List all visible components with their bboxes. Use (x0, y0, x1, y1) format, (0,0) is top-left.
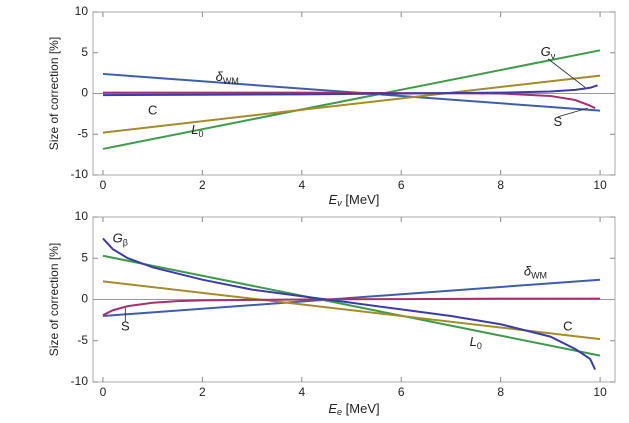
y-tick-label: 5 (81, 45, 88, 59)
y-tick-label: -10 (71, 374, 89, 388)
x-tick-label: 4 (298, 178, 305, 192)
x-tick-label: 2 (199, 178, 206, 192)
y-tick-label: -10 (71, 167, 89, 181)
x-axis-label: Ee [MeV] (328, 401, 379, 417)
series-label-main: S (553, 114, 562, 129)
y-tick-label: -5 (77, 126, 88, 140)
series-label-main: L (470, 335, 477, 350)
series-label-sub: 0 (477, 342, 482, 352)
series-label-main: δ (216, 69, 224, 84)
y-axis-label: Size of correction [%] (47, 37, 61, 150)
series-label: L0 (191, 122, 203, 139)
series-label-sub: WM (531, 271, 547, 281)
leader-line (557, 107, 588, 118)
line (102, 254, 601, 357)
series-label-sub: 0 (199, 129, 204, 139)
x-tick-label: 6 (398, 178, 405, 192)
series-label-main: C (148, 103, 157, 118)
line (102, 237, 597, 371)
x-tick-label: 10 (593, 178, 607, 192)
x-tick-label: 0 (100, 385, 107, 399)
x-axis-label-main: E (328, 401, 337, 416)
x-tick-label: 8 (497, 178, 504, 192)
series-label-main: C (563, 319, 572, 334)
line (102, 84, 598, 97)
x-tick-label: 0 (100, 178, 107, 192)
line (102, 278, 601, 317)
series-label-sub: ν (551, 51, 556, 61)
y-tick-label: 5 (81, 250, 88, 264)
series-label: δWM (524, 264, 547, 281)
series-label-sub: β (123, 238, 128, 248)
leader-line (547, 58, 586, 88)
series-label-main: G (113, 231, 123, 246)
x-axis-label-main: E (329, 192, 338, 207)
series-label-main: S (121, 319, 130, 334)
line (102, 280, 601, 341)
series-label: C (563, 319, 572, 334)
line (102, 49, 601, 150)
series-label: L0 (470, 335, 482, 352)
x-tick-label: 8 (497, 385, 504, 399)
x-tick-label: 10 (593, 385, 607, 399)
y-tick-label: 10 (75, 4, 89, 18)
series-label-main: L (191, 122, 198, 137)
x-tick-label: 6 (398, 385, 405, 399)
x-axis-label-unit: [MeV] (342, 401, 380, 416)
y-tick-label: 0 (81, 86, 88, 100)
series-label-main: δ (524, 264, 532, 279)
line (102, 74, 601, 134)
series-label-sub: WM (223, 76, 239, 86)
y-axis-label: Size of correction [%] (47, 243, 61, 356)
line (102, 297, 601, 317)
x-axis-label-unit: [MeV] (342, 192, 380, 207)
series-label: δWM (216, 69, 239, 86)
series-label: Gν (541, 44, 556, 61)
x-axis-label-sub: ν (337, 198, 342, 208)
series-label: Gβ (113, 231, 128, 248)
series-label: S (121, 319, 130, 334)
x-axis-label-sub: e (337, 407, 342, 417)
y-tick-label: -5 (77, 333, 88, 347)
x-axis-label: Eν [MeV] (329, 192, 380, 208)
x-tick-label: 2 (199, 385, 206, 399)
series-label: S (553, 114, 562, 129)
series-label: C (148, 103, 157, 118)
y-tick-label: 0 (81, 292, 88, 306)
y-tick-label: 10 (75, 209, 89, 223)
series-label-main: G (541, 44, 551, 59)
x-tick-label: 4 (298, 385, 305, 399)
